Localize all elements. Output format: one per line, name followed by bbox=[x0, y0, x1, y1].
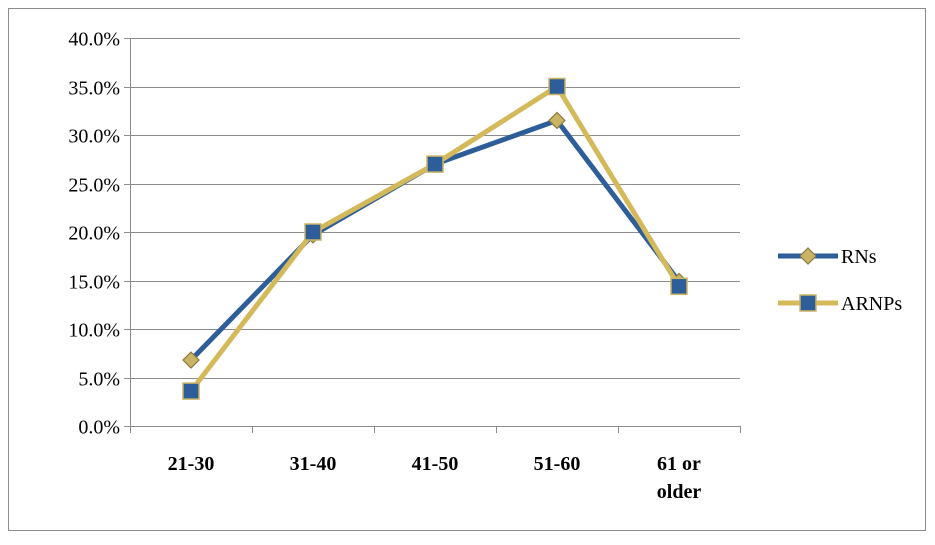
x-tick-label: 21-30 bbox=[168, 453, 215, 475]
axes bbox=[124, 38, 741, 433]
data-point-arnps bbox=[548, 77, 566, 96]
x-tick-label: 41-50 bbox=[412, 453, 459, 475]
y-tick-label: 35.0% bbox=[68, 78, 120, 100]
x-axis-tick-labels: 21-30 31-40 41-50 51-60 61 or older bbox=[168, 453, 702, 503]
series-lines bbox=[182, 77, 688, 400]
data-point-rns bbox=[182, 351, 200, 369]
legend-item-rns: RNs bbox=[778, 246, 877, 268]
legend: RNs ARNPs bbox=[778, 246, 902, 315]
x-tick-label: 61 or older bbox=[657, 453, 702, 503]
x-tick-label: 31-40 bbox=[290, 453, 337, 475]
chart-frame bbox=[8, 8, 926, 531]
gridlines bbox=[130, 38, 740, 379]
y-tick-label: 5.0% bbox=[78, 369, 120, 391]
y-tick-label: 30.0% bbox=[68, 126, 120, 148]
data-point-rns bbox=[548, 111, 566, 130]
y-axis-tick-labels: 0.0% 5.0% 10.0% 15.0% 20.0% 25.0% 30.0% 35.0% 40… bbox=[68, 29, 120, 439]
legend-item-arnps: ARNPs bbox=[778, 293, 902, 315]
y-tick-label: 0.0% bbox=[78, 417, 120, 439]
y-tick-label: 25.0% bbox=[68, 175, 120, 197]
series-arnps bbox=[182, 77, 688, 400]
legend-label: RNs bbox=[841, 246, 877, 268]
data-point-arnps bbox=[426, 155, 444, 173]
y-tick-label: 10.0% bbox=[68, 320, 120, 342]
data-point-arnps bbox=[670, 277, 688, 296]
y-tick-label: 15.0% bbox=[68, 272, 120, 294]
data-point-arnps bbox=[182, 382, 200, 400]
legend-marker bbox=[799, 247, 817, 265]
data-point-arnps bbox=[304, 223, 322, 241]
y-tick-label: 20.0% bbox=[68, 223, 120, 245]
y-tick-label: 40.0% bbox=[68, 29, 120, 51]
legend-marker bbox=[799, 294, 817, 312]
x-tick-label: 51-60 bbox=[534, 453, 581, 475]
legend-label: ARNPs bbox=[841, 293, 902, 315]
